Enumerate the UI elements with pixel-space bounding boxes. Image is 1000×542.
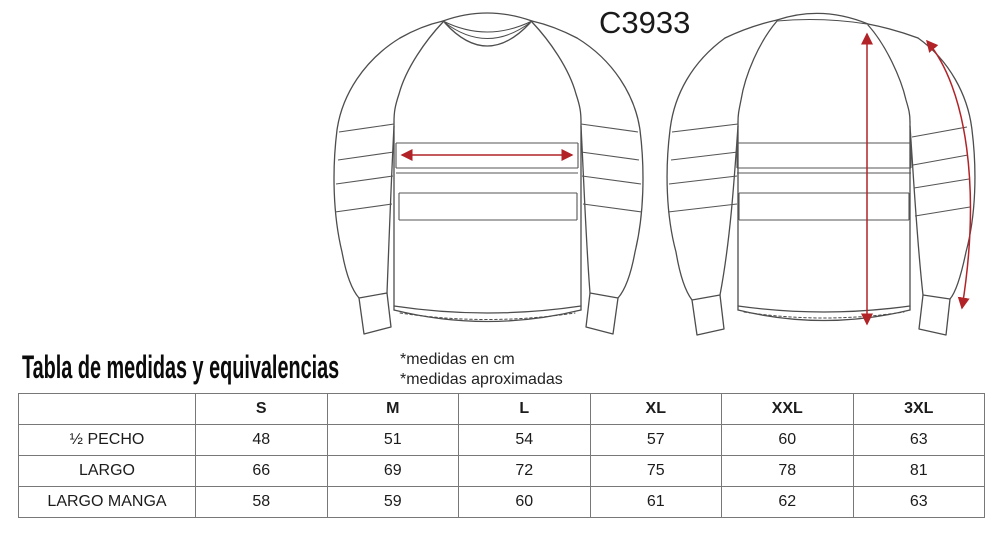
table-row: LARGO MANGA 58 59 60 61 62 63 bbox=[18, 486, 985, 518]
col-header-3xl: 3XL bbox=[852, 393, 985, 425]
col-header-l: L bbox=[458, 393, 591, 425]
table-row: ½ PECHO 48 51 54 57 60 63 bbox=[18, 424, 985, 456]
measure-cell: 66 bbox=[195, 455, 328, 487]
measure-cell: 69 bbox=[326, 455, 459, 487]
back-view-drawing bbox=[666, 12, 976, 336]
note-approx: *medidas aproximadas bbox=[400, 371, 563, 388]
col-header-blank bbox=[18, 393, 196, 425]
measure-cell: 72 bbox=[458, 455, 591, 487]
measure-cell: 59 bbox=[326, 486, 459, 518]
front-view-drawing bbox=[333, 12, 644, 335]
product-code: C3933 bbox=[599, 5, 691, 40]
measurement-notes: *medidas en cm *medidas aproximadas bbox=[400, 350, 563, 390]
measure-cell: 60 bbox=[458, 486, 591, 518]
row-label-pecho: ½ PECHO bbox=[18, 424, 196, 456]
measure-cell: 51 bbox=[326, 424, 459, 456]
header-row: S M L XL XXL 3XL bbox=[18, 393, 985, 425]
back-shirt-outline bbox=[666, 12, 976, 336]
measure-cell: 75 bbox=[589, 455, 722, 487]
back-reflective-bands bbox=[667, 123, 971, 221]
measure-cell: 60 bbox=[721, 424, 854, 456]
col-header-xl: XL bbox=[589, 393, 722, 425]
measure-cell: 54 bbox=[458, 424, 591, 456]
size-chart-title: Tabla de medidas y equivalencias bbox=[22, 349, 340, 385]
measure-cell: 63 bbox=[852, 424, 985, 456]
measure-cell: 61 bbox=[589, 486, 722, 518]
measure-cell: 48 bbox=[195, 424, 328, 456]
measure-cell: 62 bbox=[721, 486, 854, 518]
measure-cell: 57 bbox=[589, 424, 722, 456]
front-reflective-bands bbox=[334, 123, 643, 221]
col-header-xxl: XXL bbox=[721, 393, 854, 425]
note-units: *medidas en cm bbox=[400, 351, 515, 368]
row-label-largo-manga: LARGO MANGA bbox=[18, 486, 196, 518]
col-header-m: M bbox=[326, 393, 459, 425]
table-row: LARGO 66 69 72 75 78 81 bbox=[18, 455, 985, 487]
measure-cell: 58 bbox=[195, 486, 328, 518]
measure-cell: 63 bbox=[852, 486, 985, 518]
measure-cell: 78 bbox=[721, 455, 854, 487]
front-shirt-outline bbox=[333, 12, 644, 335]
sleeve-length-arrow-icon bbox=[926, 39, 972, 310]
measure-cell: 81 bbox=[852, 455, 985, 487]
size-chart-table: S M L XL XXL 3XL ½ PECHO 48 51 54 57 60 … bbox=[18, 393, 985, 518]
col-header-s: S bbox=[195, 393, 328, 425]
row-label-largo: LARGO bbox=[18, 455, 196, 487]
